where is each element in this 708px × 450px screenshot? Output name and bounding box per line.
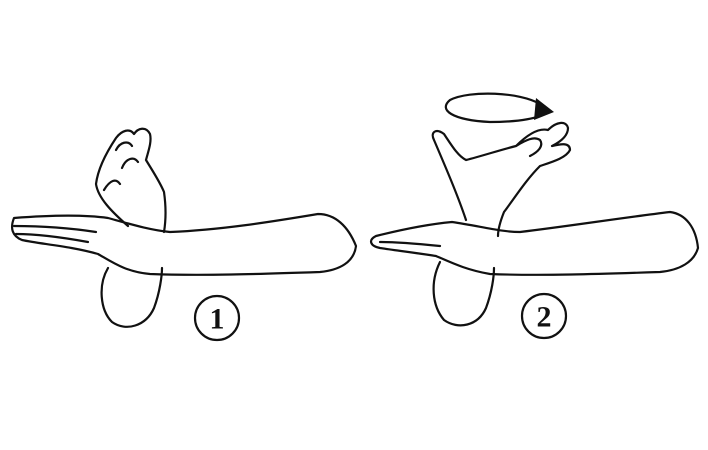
fingers xyxy=(12,224,98,244)
upright-forearm xyxy=(432,260,496,327)
fingers xyxy=(378,240,442,248)
panel-1: 1 xyxy=(11,127,358,342)
panel-number: 1 xyxy=(210,303,225,336)
rotated-hand xyxy=(431,121,572,238)
panel-2: 2 xyxy=(370,92,700,340)
arrow-head xyxy=(534,98,554,120)
horizontal-arm xyxy=(370,210,700,276)
rotation-arrow xyxy=(444,92,550,124)
upright-hand xyxy=(94,127,167,234)
upright-forearm xyxy=(100,266,164,328)
panel-number: 2 xyxy=(537,301,552,334)
number-circle xyxy=(193,294,241,342)
horizontal-arm xyxy=(11,212,358,276)
number-circle xyxy=(520,292,568,340)
